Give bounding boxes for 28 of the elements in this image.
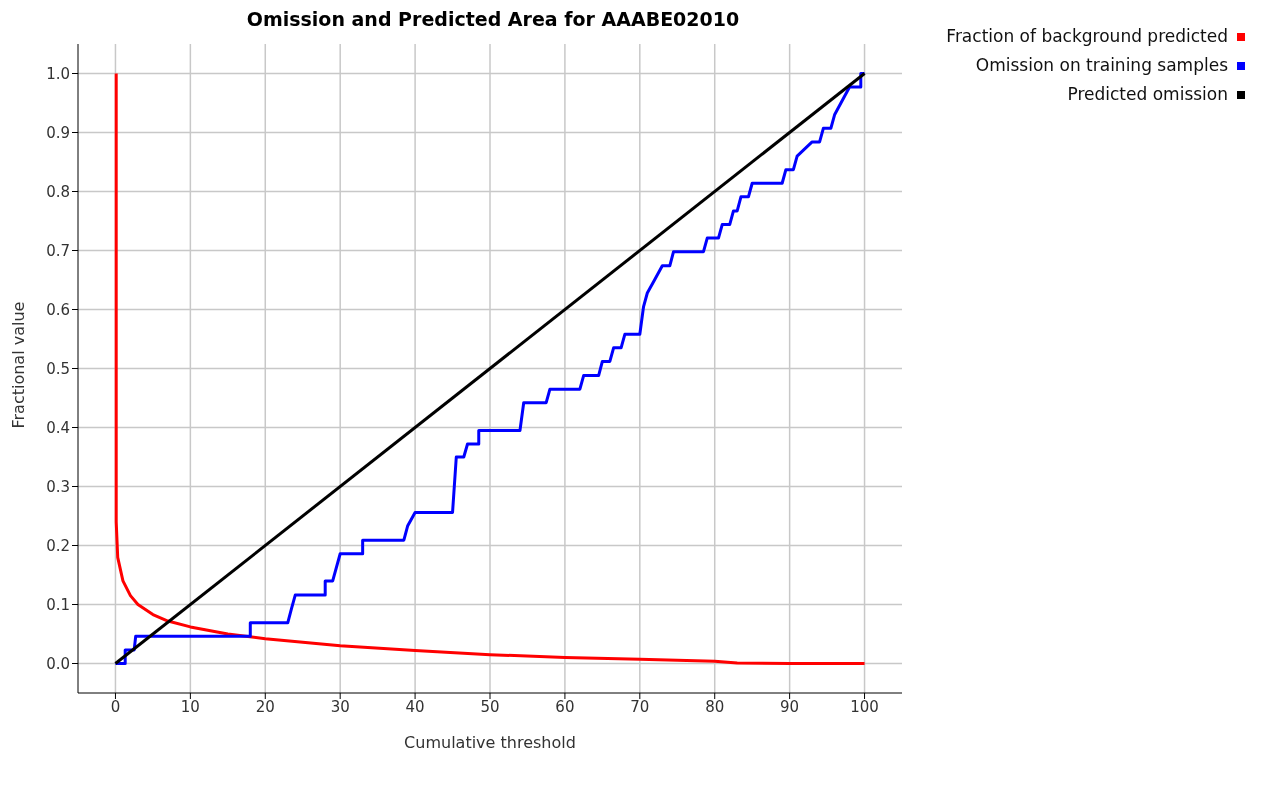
chart-title: Omission and Predicted Area for AAABE02010 xyxy=(245,8,741,30)
y-tick-label: 1.0 xyxy=(46,64,70,83)
y-axis-title: Fractional value xyxy=(8,301,28,429)
legend-label: Omission on training samples xyxy=(974,54,1229,77)
y-tick-label: 0.5 xyxy=(46,359,70,378)
y-tick-label: 0.6 xyxy=(46,300,70,319)
x-tick-label: 100 xyxy=(850,697,879,716)
y-tick-label: 0.3 xyxy=(46,477,70,496)
y-tick-label: 0.4 xyxy=(46,418,70,437)
y-tick-label: 0.7 xyxy=(46,241,70,260)
y-tick-label: 0.1 xyxy=(46,595,70,614)
y-tick-label: 0.2 xyxy=(46,536,70,555)
x-axis-title: Cumulative threshold xyxy=(404,733,576,752)
legend-label: Predicted omission xyxy=(1066,83,1229,106)
x-tick-label: 10 xyxy=(180,697,200,716)
y-tick-label: 0.8 xyxy=(46,182,70,201)
y-tick-label: 0.9 xyxy=(46,123,70,142)
x-tick-label: 20 xyxy=(255,697,275,716)
x-tick-label: 40 xyxy=(405,697,425,716)
x-tick-label: 80 xyxy=(705,697,725,716)
x-tick-label: 60 xyxy=(555,697,575,716)
legend-label: Fraction of background predicted xyxy=(946,25,1229,48)
y-tick-label: 0.0 xyxy=(46,654,70,673)
x-tick-label: 30 xyxy=(330,697,350,716)
x-tick-label: 50 xyxy=(480,697,500,716)
x-tick-label: 70 xyxy=(630,697,650,716)
x-tick-label: 0 xyxy=(110,697,121,716)
x-tick-label: 90 xyxy=(780,697,800,716)
